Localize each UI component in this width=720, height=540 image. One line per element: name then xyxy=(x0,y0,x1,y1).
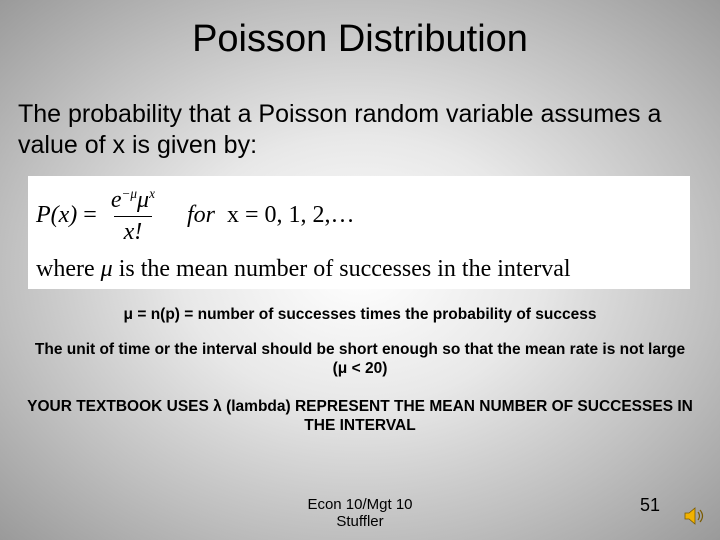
slide-footer: Econ 10/Mgt 10 Stuffler xyxy=(0,496,720,531)
formula-denominator: x! xyxy=(114,216,153,246)
where-prefix: where xyxy=(36,256,101,282)
sound-icon[interactable] xyxy=(684,506,706,526)
slide-title: Poisson Distribution xyxy=(0,0,720,61)
note-textbook-lambda: YOUR TEXTBOOK USES λ (lambda) REPRESENT … xyxy=(0,397,720,436)
formula-numerator: e−μμx xyxy=(107,186,159,216)
num-mu: μ xyxy=(137,187,149,213)
formula-for-values: x = 0, 1, 2,… xyxy=(227,202,355,229)
intro-text: The probability that a Poisson random va… xyxy=(0,61,720,162)
formula-fraction: e−μμx x! xyxy=(107,186,159,246)
page-number: 51 xyxy=(640,495,660,516)
formula-equation: P(x) = e−μμx x! for x = 0, 1, 2,… xyxy=(36,186,682,246)
formula-equals: = xyxy=(83,202,97,229)
formula-block: P(x) = e−μμx x! for x = 0, 1, 2,… where … xyxy=(28,176,690,289)
num-exp-neg-mu: −μ xyxy=(122,186,138,201)
formula-lhs: P(x) xyxy=(36,202,77,229)
where-suffix: is the mean number of successes in the i… xyxy=(113,256,571,282)
footer-course: Econ 10/Mgt 10 xyxy=(0,496,720,513)
where-mu: μ xyxy=(101,256,113,282)
formula-where: where μ is the mean number of successes … xyxy=(36,256,682,283)
note-interval-condition: The unit of time or the interval should … xyxy=(0,340,720,379)
note-mu-definition: μ = n(p) = number of successes times the… xyxy=(0,305,720,324)
footer-author: Stuffler xyxy=(0,513,720,530)
num-e: e xyxy=(111,187,122,213)
formula-for-label: for xyxy=(187,202,215,229)
num-exp-x: x xyxy=(149,186,155,201)
